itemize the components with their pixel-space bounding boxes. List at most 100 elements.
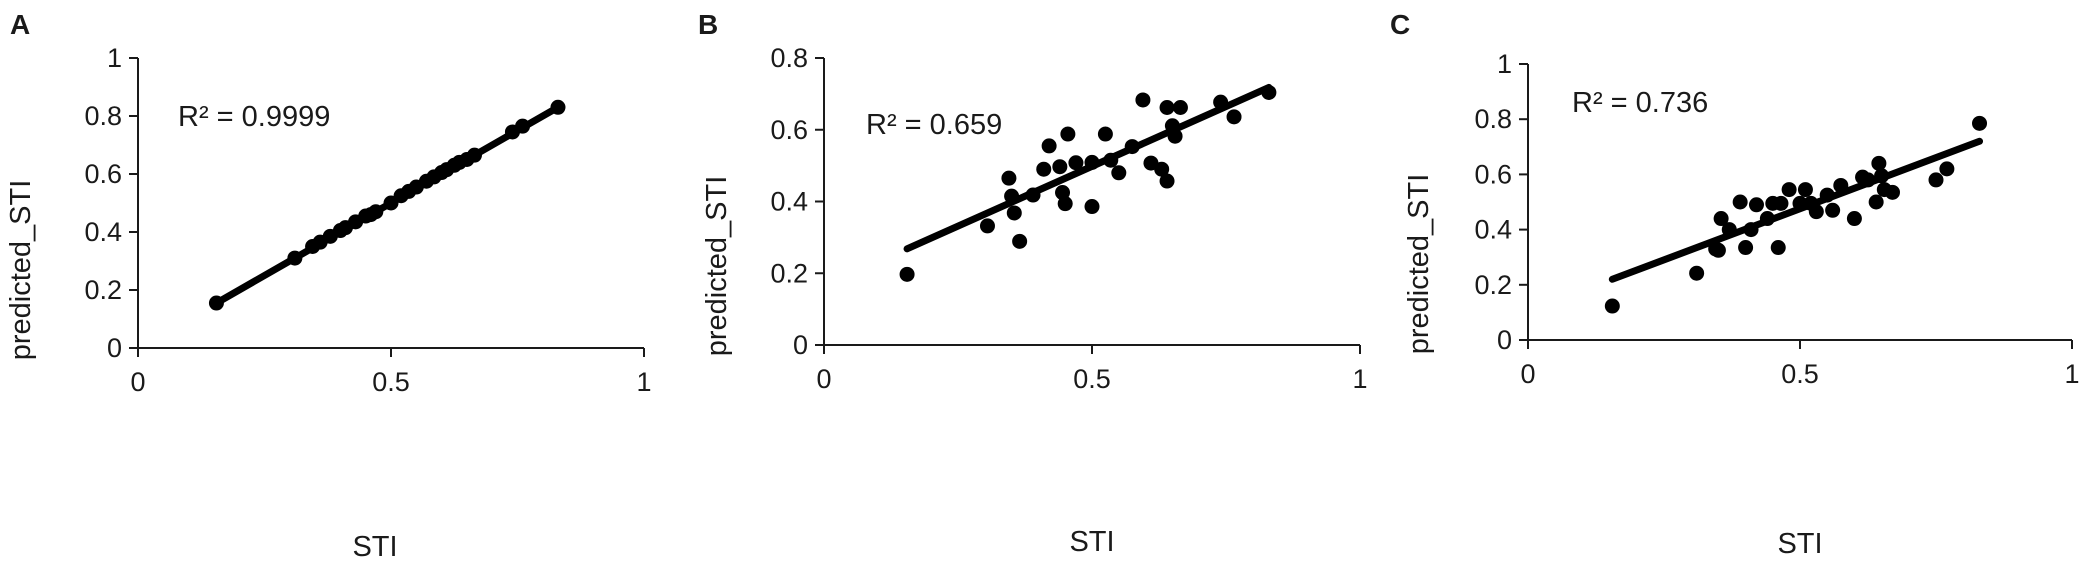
- data-point: [1732, 194, 1748, 210]
- panel-letter: B: [698, 9, 718, 40]
- y-tick-label: 1: [107, 43, 122, 73]
- data-point: [1006, 205, 1022, 221]
- data-point: [1797, 182, 1813, 198]
- x-tick-label: 1: [636, 367, 651, 397]
- data-point: [1972, 115, 1988, 131]
- x-tick-label: 0: [130, 367, 145, 397]
- data-point: [368, 204, 384, 220]
- data-point: [1124, 139, 1140, 155]
- data-point: [515, 118, 531, 134]
- x-tick-label: 0: [1520, 359, 1535, 389]
- data-point: [287, 250, 303, 266]
- trend-line: [1608, 137, 1984, 283]
- data-point: [1604, 298, 1620, 314]
- data-point: [1084, 154, 1100, 170]
- data-point: [1819, 187, 1835, 203]
- data-point: [1748, 197, 1764, 213]
- y-axis-label: predicted_STI: [1403, 174, 1435, 355]
- y-tick-label: 1: [1497, 49, 1512, 79]
- y-tick-label: 0.4: [1474, 215, 1512, 245]
- data-point: [1004, 188, 1020, 204]
- y-tick-label: 0: [107, 333, 122, 363]
- data-point: [1759, 211, 1775, 227]
- panel-b: B R² = 0.659 STI predicted_STI 0 0.2 0.4 0.…: [698, 9, 1368, 558]
- data-point: [1057, 196, 1073, 212]
- data-point: [1874, 168, 1890, 184]
- y-tick-label: 0: [793, 330, 808, 360]
- panel-letter: A: [10, 9, 30, 40]
- y-tick-label: 0.2: [1474, 270, 1512, 300]
- panel-letter: C: [1390, 9, 1410, 40]
- data-point: [1808, 204, 1824, 220]
- data-point: [550, 99, 566, 115]
- x-axis-label: STI: [1777, 528, 1822, 560]
- y-tick-label: 0.4: [770, 187, 808, 217]
- data-point: [1792, 195, 1808, 211]
- data-point: [1154, 161, 1170, 177]
- y-tick-label: 0.8: [1474, 104, 1512, 134]
- data-point: [1036, 161, 1052, 177]
- data-point: [1052, 159, 1068, 175]
- data-point: [1860, 172, 1876, 188]
- x-axis-label: STI: [352, 531, 397, 563]
- data-point: [1159, 173, 1175, 189]
- y-tick-label: 0.6: [770, 115, 808, 145]
- data-point: [1012, 233, 1028, 249]
- data-point: [1781, 182, 1797, 198]
- panel-a: A R² = 0.9999 STI predicted_STI 0 0.2 0.4 0…: [5, 9, 652, 563]
- y-axis-label: predicted_STI: [701, 176, 733, 357]
- y-tick-label: 0.2: [770, 258, 808, 288]
- data-point: [1213, 94, 1229, 110]
- data-point: [1068, 155, 1084, 171]
- data-point: [466, 147, 482, 163]
- data-point: [1773, 195, 1789, 211]
- data-point: [1041, 138, 1057, 154]
- data-point: [1135, 92, 1151, 108]
- y-tick-label: 0: [1497, 325, 1512, 355]
- data-point: [1261, 84, 1277, 100]
- x-tick-label: 0.5: [372, 367, 410, 397]
- y-tick-label: 0.8: [84, 101, 122, 131]
- data-point: [1060, 126, 1076, 142]
- data-point: [1825, 202, 1841, 218]
- data-point: [1884, 184, 1900, 200]
- data-point: [1743, 222, 1759, 238]
- data-point: [1097, 126, 1113, 142]
- data-point: [1846, 211, 1862, 227]
- data-point: [1172, 100, 1188, 116]
- r-squared-annotation: R² = 0.9999: [178, 101, 330, 133]
- panel-c: C R² = 0.736 STI predicted_STI 0 0.2 0.4 0.…: [1390, 9, 2080, 560]
- data-point: [1710, 242, 1726, 258]
- y-tick-label: 0.4: [84, 217, 122, 247]
- x-tick-label: 1: [1352, 364, 1367, 394]
- x-tick-label: 0.5: [1073, 364, 1111, 394]
- data-point: [1871, 155, 1887, 171]
- data-point: [1103, 152, 1119, 168]
- x-tick-label: 0: [816, 364, 831, 394]
- r-squared-annotation: R² = 0.659: [866, 109, 1002, 141]
- y-axis-label: predicted_STI: [5, 180, 37, 361]
- data-point: [208, 295, 224, 311]
- data-point: [1939, 161, 1955, 177]
- data-point: [1721, 222, 1737, 238]
- data-point: [1025, 187, 1041, 203]
- data-point: [1833, 177, 1849, 193]
- data-point: [1167, 128, 1183, 144]
- data-point: [1738, 240, 1754, 256]
- data-point: [1713, 211, 1729, 227]
- x-tick-label: 1: [2064, 359, 2079, 389]
- r-squared-annotation: R² = 0.736: [1572, 87, 1708, 119]
- y-tick-label: 0.2: [84, 275, 122, 305]
- data-point: [1159, 100, 1175, 116]
- x-axis-label: STI: [1069, 526, 1114, 558]
- y-tick-label: 0.6: [1474, 159, 1512, 189]
- data-point: [1928, 172, 1944, 188]
- data-point: [899, 266, 915, 282]
- y-tick-label: 0.8: [770, 43, 808, 73]
- data-point: [979, 218, 995, 234]
- data-point: [1084, 199, 1100, 215]
- y-tick-label: 0.6: [84, 159, 122, 189]
- x-tick-label: 0.5: [1781, 359, 1819, 389]
- data-point: [1001, 170, 1017, 186]
